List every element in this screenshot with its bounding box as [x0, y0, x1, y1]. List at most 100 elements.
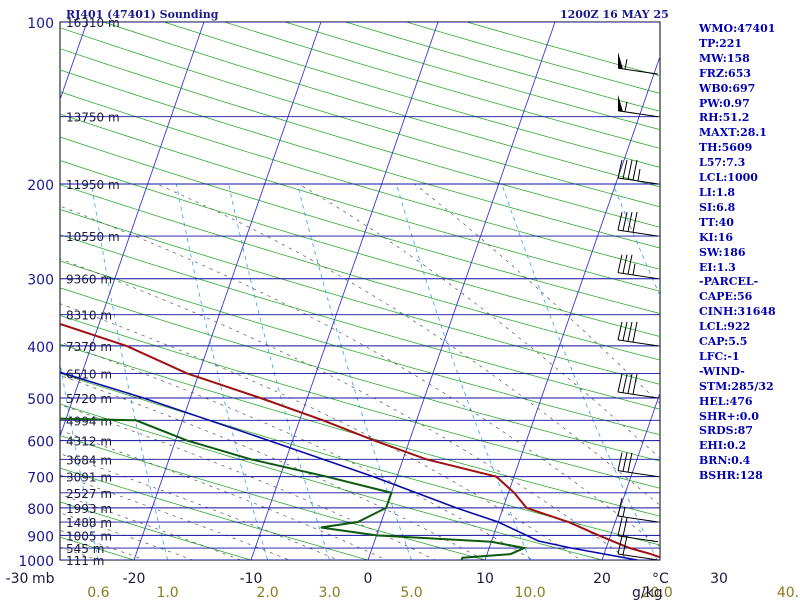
temperature-tick-label: -10 — [240, 571, 263, 587]
dry-adiabat — [60, 403, 604, 560]
wind-barb — [617, 535, 659, 561]
dry-adiabat — [60, 91, 660, 270]
parcel-trace-line — [60, 371, 638, 560]
index-line: TH:5609 — [699, 141, 753, 155]
isotherm — [601, 391, 660, 560]
pressure-tick-label: 700 — [27, 471, 54, 487]
dry-adiabat — [0, 22, 53, 571]
pressure-tick-label: 800 — [27, 502, 54, 518]
moist-adiabat — [60, 258, 630, 560]
wind-barb — [617, 497, 659, 523]
wind-barb — [617, 94, 659, 118]
dry-adiabat — [60, 501, 253, 560]
temperature-line — [60, 322, 660, 559]
index-line: L57:7.3 — [699, 156, 746, 170]
pressure-tick-label: 900 — [27, 529, 54, 545]
dry-adiabat — [60, 373, 660, 546]
pressure-tick-label: 500 — [27, 392, 54, 408]
dry-adiabat — [60, 184, 660, 361]
height-label: 7370 m — [66, 340, 112, 354]
mixing-ratio-tick-label: 5.0 — [400, 585, 422, 600]
dry-adiabat — [60, 343, 660, 517]
index-line: SHR+:0.0 — [699, 409, 759, 423]
dry-adiabat — [60, 160, 660, 337]
indices-panel: WMO:47401 TP:221 MW:158 FRZ:653 WB0:697 PW:0.… — [699, 22, 799, 484]
index-line: LI:1.8 — [699, 185, 736, 199]
height-label: 8310 m — [66, 309, 112, 323]
wind-barb — [617, 52, 659, 75]
index-line: MAXT:28.1 — [699, 126, 767, 140]
height-label: 16310 m — [66, 16, 120, 30]
height-label: 4312 m — [66, 435, 112, 449]
moist-adiabat — [60, 429, 388, 560]
dry-adiabat — [60, 315, 660, 489]
index-line: STM:285/32 — [699, 379, 774, 393]
pressure-tick-label: 200 — [27, 178, 54, 194]
index-line: RH:51.2 — [699, 111, 750, 125]
pressure-tick-label: 600 — [27, 435, 54, 451]
mixing-ratio-tick-label: 10.0 — [515, 585, 546, 600]
height-label: 545 m — [66, 542, 104, 556]
wind-barb — [617, 159, 659, 185]
height-label: 1005 m — [66, 529, 112, 543]
height-label: 3091 m — [66, 471, 112, 485]
index-line: CAP:5.5 — [699, 335, 748, 349]
index-line: TP:221 — [699, 36, 743, 50]
moist-adiabat — [414, 183, 660, 405]
wind-barb — [617, 452, 659, 478]
index-line: SRDS:87 — [699, 424, 753, 438]
temperature-tick-label: -30 — [6, 571, 29, 587]
moist-adiabat — [156, 183, 660, 506]
pressure-tick-label: 100 — [27, 16, 54, 32]
index-line: PW:0.97 — [699, 96, 750, 110]
index-line: SW:186 — [699, 245, 746, 259]
index-line: LCL:922 — [699, 320, 751, 334]
dry-adiabat — [60, 287, 660, 462]
index-line: CAPE:56 — [699, 290, 753, 304]
wind-barb — [617, 211, 659, 237]
height-label: 111 m — [66, 554, 104, 568]
height-label: 10550 m — [66, 230, 120, 244]
index-line: SI:6.8 — [699, 200, 736, 214]
mixing-ratio-tick-label: 1.0 — [156, 585, 178, 600]
height-label: 2527 m — [66, 487, 112, 501]
pressure-tick-label: 300 — [27, 273, 54, 289]
isotherm — [133, 22, 322, 560]
index-line: KI:16 — [699, 230, 734, 244]
temperature-tick-label: 20 — [593, 571, 611, 587]
index-line: EHI:0.2 — [699, 439, 747, 453]
index-line: MW:158 — [699, 51, 750, 65]
temperature-tick-label: 30 — [710, 571, 728, 587]
index-line: LFC:-1 — [699, 349, 740, 363]
station-title: RJ401 (47401) Sounding — [66, 8, 219, 21]
dry-adiabat — [60, 208, 660, 385]
index-line: WMO:47401 — [699, 22, 776, 35]
mixing-ratio-tick-label: 20.0 — [642, 585, 673, 600]
mixing-ratio-tick-label: 0.6 — [87, 585, 109, 600]
height-label: 9360 m — [66, 273, 112, 287]
moist-adiabat — [60, 341, 534, 560]
temperature-tick-label: 10 — [476, 571, 494, 587]
mixing-ratio-tick-label: 3.0 — [318, 585, 340, 600]
index-line: CINH:31648 — [699, 305, 776, 319]
height-label: 1488 m — [66, 516, 112, 530]
height-label: 5720 m — [66, 392, 112, 406]
index-line: TT:40 — [699, 215, 734, 229]
index-line: -PARCEL- — [699, 275, 759, 289]
temperature-unit-label: °C — [652, 571, 669, 587]
index-line: BRN:0.4 — [699, 454, 751, 468]
mixing-ratio-line — [228, 183, 330, 560]
index-line: BSHR:128 — [699, 469, 763, 483]
temperature-tick-label: 0 — [364, 571, 373, 587]
mixing-ratio-line — [297, 183, 412, 560]
dry-adiabat — [60, 260, 660, 436]
isotherm — [250, 22, 439, 560]
moist-adiabat — [60, 205, 660, 548]
wind-barb — [617, 373, 659, 399]
temperature-tick-label: -20 — [123, 571, 146, 587]
plot-frame — [59, 21, 661, 561]
dry-adiabat — [60, 69, 660, 249]
dry-adiabat — [60, 113, 660, 292]
mixing-ratio-tick-label: 2.0 — [256, 585, 278, 600]
